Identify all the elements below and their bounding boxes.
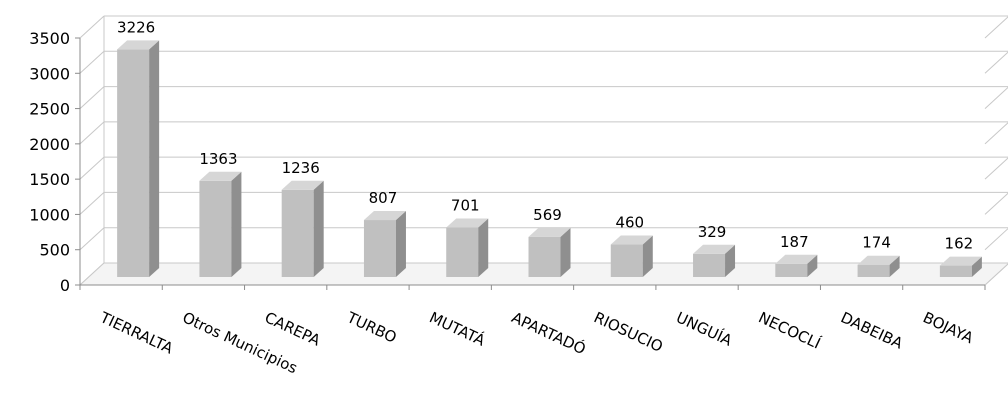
bar-TIERRALTA <box>117 40 160 277</box>
gridline-right-diagonal <box>984 51 1008 74</box>
bar-front <box>939 265 972 277</box>
data-label: 187 <box>780 233 809 251</box>
bar-NECOCLÍ <box>775 254 818 277</box>
bar-top <box>281 180 324 190</box>
bar-side <box>725 244 736 277</box>
bar-front <box>857 264 890 277</box>
gridline-diagonal <box>79 227 105 251</box>
x-tick-label: CAREPA <box>262 308 324 350</box>
bar-side <box>313 180 324 277</box>
bar-front <box>775 263 808 277</box>
data-label: 3226 <box>117 18 155 36</box>
gridline-diagonal <box>79 15 105 39</box>
data-label: 162 <box>945 235 974 253</box>
bar-side <box>971 256 982 277</box>
gridline-diagonal <box>79 86 105 109</box>
y-tick-label: 500 <box>39 241 70 260</box>
bar-side <box>478 218 489 277</box>
bar-side <box>642 235 653 277</box>
bar-MUTATÁ <box>446 218 489 277</box>
data-label: 569 <box>533 206 562 224</box>
bar-top <box>363 211 406 221</box>
x-tick-label: TURBO <box>343 308 399 347</box>
y-tick-label: 1500 <box>29 170 70 189</box>
data-label: 460 <box>615 214 644 232</box>
bar-front <box>363 220 396 277</box>
y-tick-label: 3500 <box>29 29 70 48</box>
bar-side <box>395 211 406 277</box>
gridline-right-diagonal <box>984 227 1008 251</box>
bar-front <box>117 49 150 277</box>
data-label: 329 <box>698 223 727 241</box>
data-label: 1363 <box>199 150 237 168</box>
x-tick-label: RIOSUCIO <box>591 308 666 356</box>
bar-side <box>889 255 900 277</box>
bar-Otros Municipios <box>199 171 242 277</box>
x-tick-label: BOJAYA <box>920 308 977 347</box>
bar-APARTADÓ <box>528 227 571 277</box>
gridline-right-diagonal <box>984 192 1008 215</box>
bar-top <box>199 171 242 181</box>
bar-front <box>446 227 479 277</box>
gridline-diagonal <box>79 192 105 215</box>
bar-TURBO <box>363 211 406 277</box>
y-tick-label: 0 <box>60 276 70 295</box>
gridline-diagonal <box>79 156 105 180</box>
labels: 0 500 1000 1500 2000 2500 3000 3500 3226 TIERRALT… <box>29 18 977 377</box>
bar-top <box>610 235 653 245</box>
gridline-right-diagonal <box>984 157 1008 180</box>
gridline-diagonal <box>79 121 105 145</box>
x-tick-label: APARTADÓ <box>509 307 589 358</box>
x-tick-label: NECOCLÍ <box>756 307 824 352</box>
x-tick-label: DABEIBA <box>838 308 906 353</box>
data-label: 807 <box>369 189 398 207</box>
x-tick-label: UNGUÍA <box>673 307 736 350</box>
gridline-right-diagonal <box>984 16 1008 39</box>
bar-top <box>939 256 982 266</box>
bar-side <box>149 40 160 277</box>
y-tick-label: 2500 <box>29 100 70 119</box>
bar-DABEIBA <box>857 255 900 277</box>
bar-top <box>857 255 900 265</box>
bar-RIOSUCIO <box>610 235 653 277</box>
gridline-diagonal <box>79 50 105 74</box>
data-label: 1236 <box>282 159 320 177</box>
bar-CAREPA <box>281 180 324 277</box>
bar-top <box>775 254 818 264</box>
axes <box>75 37 986 290</box>
x-tick-label: MUTATÁ <box>427 307 489 350</box>
bar-front <box>199 180 232 277</box>
y-tick-label: 3000 <box>29 64 70 83</box>
bar-side <box>231 171 242 277</box>
data-label: 174 <box>862 234 891 252</box>
data-label: 701 <box>451 197 480 215</box>
bar-BOJAYA <box>939 256 982 277</box>
bar-top <box>528 227 571 237</box>
bar-front <box>528 236 561 277</box>
bar-top <box>117 40 160 50</box>
bar-front <box>610 244 643 277</box>
bar-UNGUÍA <box>693 244 736 277</box>
y-tick-label: 2000 <box>29 135 70 154</box>
bar-top <box>693 244 736 254</box>
bar-front <box>281 189 314 277</box>
gridline-right-diagonal <box>984 122 1008 145</box>
y-tick-label: 1000 <box>29 205 70 224</box>
bar-side <box>560 227 571 277</box>
bars <box>117 40 982 277</box>
bar-side <box>807 254 818 277</box>
bar-top <box>446 218 489 228</box>
gridline-right-diagonal <box>984 86 1008 109</box>
x-tick-label: TIERRALTA <box>97 308 177 358</box>
bar-front <box>693 253 726 277</box>
